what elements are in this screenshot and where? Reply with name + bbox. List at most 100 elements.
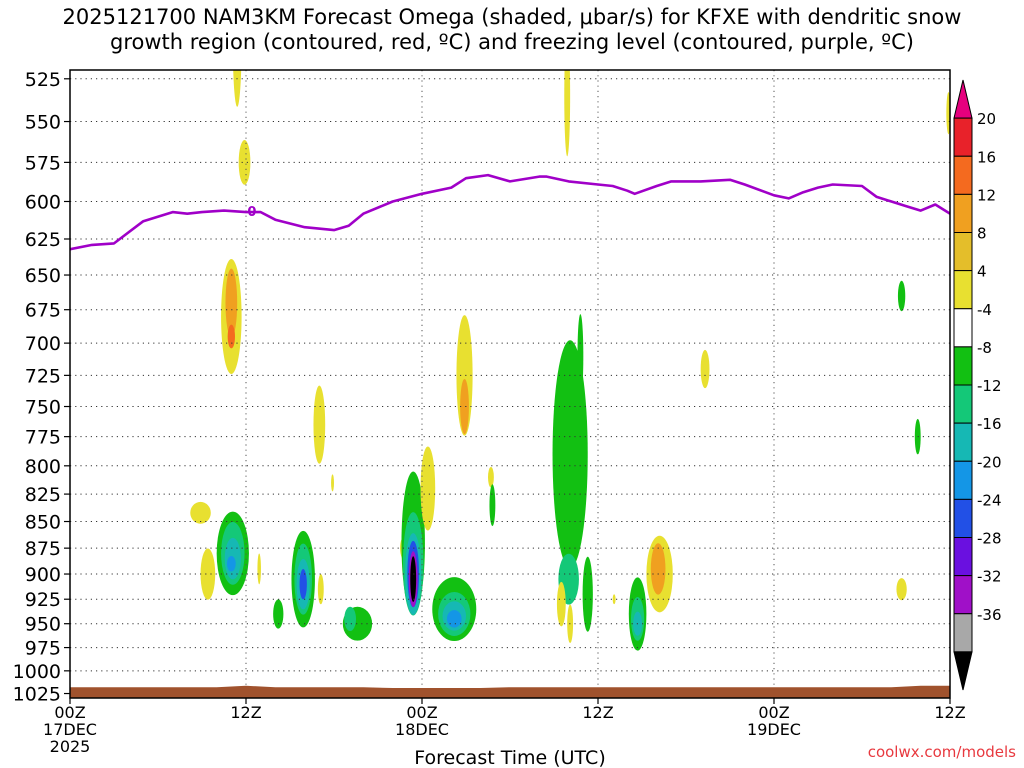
omega-region (897, 280, 906, 312)
omega-region (190, 501, 211, 524)
x-tick-label: 00Z (758, 703, 789, 722)
omega-region (556, 581, 566, 627)
chart-title-line-1: 2025121700 NAM3KM Forecast Omega (shaded… (62, 5, 962, 29)
y-tick-label: 950 (25, 614, 61, 636)
colorbar-segment (953, 613, 973, 653)
y-tick-label: 1000 (13, 661, 61, 683)
omega-region (238, 140, 251, 185)
omega-region (896, 578, 907, 601)
omega-region (227, 324, 235, 349)
colorbar-segment (953, 270, 973, 310)
y-tick-label: 575 (25, 152, 61, 174)
credit-link[interactable]: coolwx.com/models (867, 743, 1016, 761)
colorbar-label: -12 (977, 377, 1002, 395)
x-tick-label: 12Z (934, 703, 965, 722)
colorbar-segment (953, 155, 973, 195)
y-tick-label: 850 (25, 512, 61, 534)
omega-region (577, 314, 584, 399)
colorbar-label: -28 (977, 530, 1002, 548)
colorbar-segment (953, 308, 973, 348)
omega-region (552, 340, 588, 569)
colorbar-segment (953, 346, 973, 386)
x-tick-label: 17DEC (43, 720, 97, 739)
colorbar-label: -4 (977, 301, 992, 319)
omega-region (946, 92, 950, 135)
y-tick-label: 725 (25, 365, 61, 387)
omega-region (582, 556, 593, 632)
omega-region (273, 599, 284, 629)
colorbar-segment (953, 193, 973, 233)
freezing-level-series: 0 (70, 173, 950, 251)
x-tick-label: 19DEC (747, 720, 801, 739)
omega-region (420, 446, 436, 531)
chart-title-line-2: growth region (contoured, red, ºC) and f… (110, 30, 914, 54)
colorbar-segment (953, 79, 973, 119)
omega-region (650, 543, 666, 595)
colorbar-label: -16 (977, 415, 1002, 433)
colorbar-segment (953, 384, 973, 424)
colorbar-label: 20 (977, 110, 996, 128)
omega-region (446, 610, 462, 628)
x-tick-label: 12Z (582, 703, 613, 722)
colorbar: 20 16 12 8 4 -4 -8 -12 -16 -20 -24 -28 -32 -36 (953, 79, 1002, 691)
colorbar-label: 16 (977, 148, 996, 166)
omega-region (225, 268, 238, 338)
omega-region (226, 556, 236, 572)
colorbar-segment (953, 651, 973, 691)
omega-region (257, 553, 261, 585)
y-tick-label: 1025 (13, 684, 61, 706)
colorbar-segment (953, 422, 973, 462)
y-tick-label: 675 (25, 300, 61, 322)
colorbar-segment (953, 460, 973, 500)
y-tick-label: 550 (25, 112, 61, 134)
colorbar-label: 12 (977, 186, 996, 204)
x-tick-label: 2025 (50, 737, 91, 756)
omega-region (700, 349, 710, 389)
omega-region (299, 569, 307, 600)
x-tick-label: 00Z (54, 703, 85, 722)
omega-region (233, 70, 242, 107)
y-tick-label: 975 (25, 638, 61, 660)
colorbar-segment (953, 537, 973, 577)
omega-region (313, 385, 326, 464)
y-tick-label: 800 (25, 456, 61, 478)
freezing-level-line (70, 173, 950, 251)
y-tick-label: 650 (25, 265, 61, 287)
y-tick-label: 875 (25, 538, 61, 560)
colorbar-label: -36 (977, 606, 1002, 624)
colorbar-segment (953, 117, 973, 157)
x-axis-label: Forecast Time (UTC) (414, 747, 605, 768)
omega-region (564, 70, 571, 157)
gridlines (70, 70, 950, 698)
colorbar-label: -8 (977, 339, 992, 357)
omega-shading (190, 70, 950, 651)
omega-region (200, 548, 216, 600)
omega-region (317, 574, 324, 605)
y-tick-label: 700 (25, 333, 61, 355)
y-tick-label: 925 (25, 589, 61, 611)
x-tick-label: 00Z (406, 703, 437, 722)
colorbar-label: -32 (977, 568, 1002, 586)
colorbar-label: -24 (977, 491, 1002, 509)
y-tick-label: 625 (25, 229, 61, 251)
colorbar-segment (953, 498, 973, 538)
omega-region (460, 378, 469, 435)
y-tick-label: 900 (25, 564, 61, 586)
surface-fill (70, 685, 950, 698)
colorbar-label: -20 (977, 453, 1002, 471)
omega-region (489, 484, 496, 527)
omega-region (612, 594, 616, 605)
omega-region (410, 556, 417, 602)
colorbar-segment (953, 575, 973, 615)
y-tick-label: 600 (25, 191, 61, 213)
y-tick-label: 750 (25, 397, 61, 419)
x-tick-label: 12Z (230, 703, 261, 722)
plot-frame (69, 69, 951, 699)
omega-region (331, 474, 334, 492)
y-tick-label: 525 (25, 69, 61, 91)
omega-region (344, 606, 356, 632)
surface-terrain (70, 685, 950, 698)
freezing-level-contour-label: 0 (247, 205, 256, 220)
